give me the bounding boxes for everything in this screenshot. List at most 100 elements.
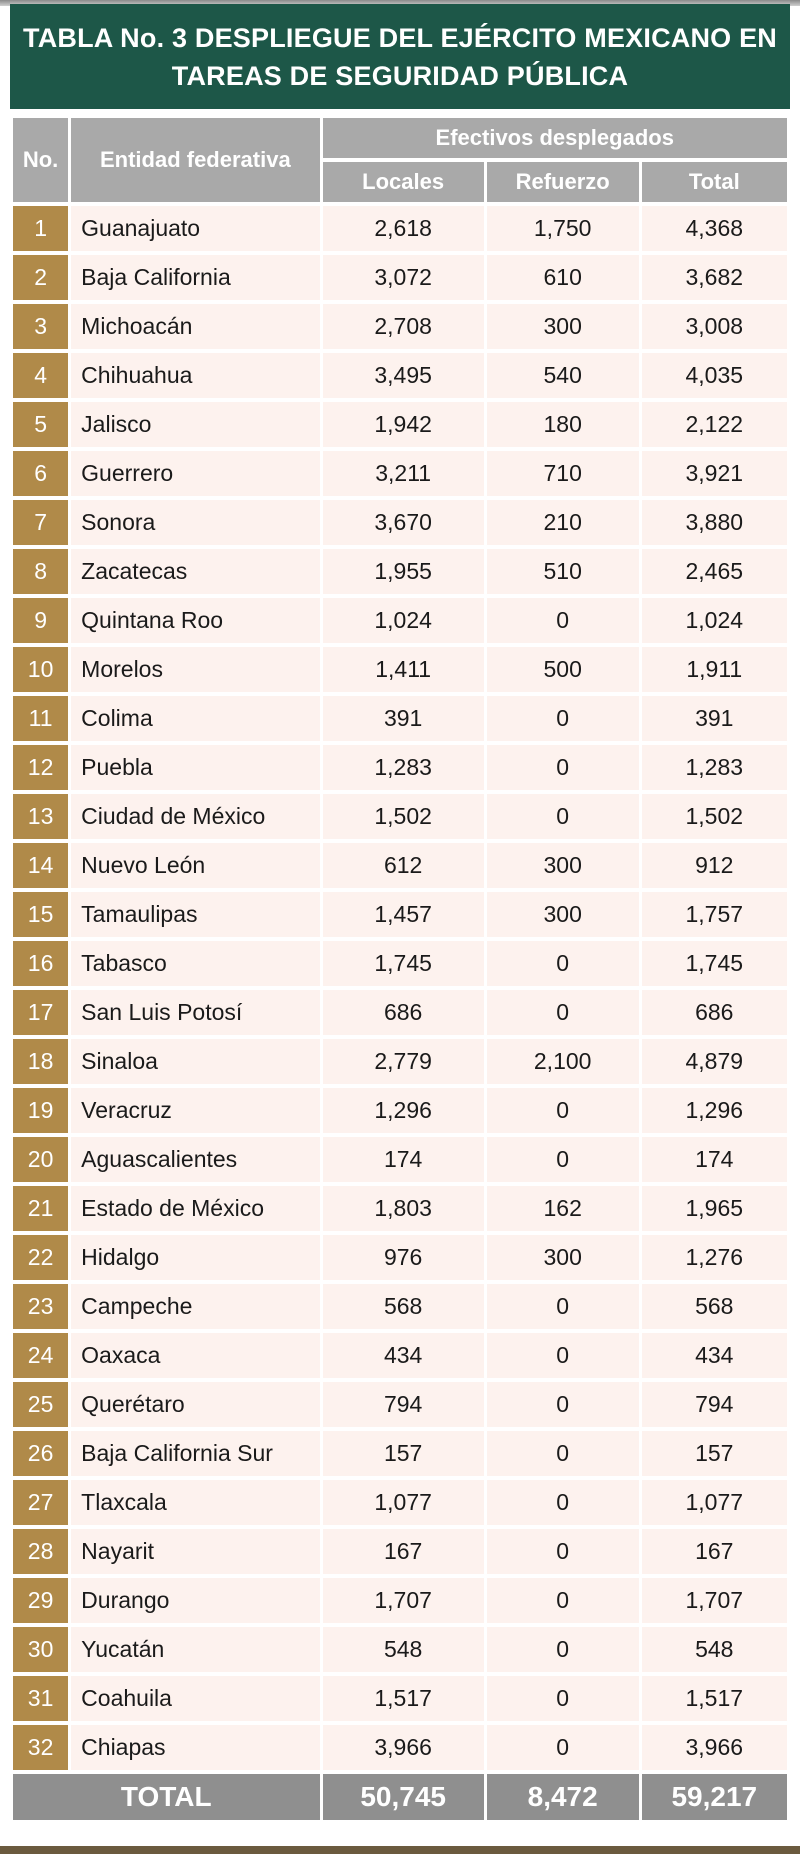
- row-refuerzo: 1,750: [486, 206, 639, 251]
- row-total: 686: [641, 990, 787, 1035]
- row-number: 1: [13, 206, 69, 251]
- table-row: 2 Baja California 3,072 610 3,682: [13, 255, 787, 300]
- row-refuerzo: 0: [486, 794, 639, 839]
- row-total: 1,502: [641, 794, 787, 839]
- row-locales: 568: [322, 1284, 484, 1329]
- row-number: 21: [13, 1186, 69, 1231]
- total-row: TOTAL 50,745 8,472 59,217: [13, 1774, 787, 1820]
- row-locales: 1,502: [322, 794, 484, 839]
- row-refuerzo: 300: [486, 304, 639, 349]
- table-row: 25 Querétaro 794 0 794: [13, 1382, 787, 1427]
- table-row: 23 Campeche 568 0 568: [13, 1284, 787, 1329]
- row-number: 18: [13, 1039, 69, 1084]
- row-total: 1,745: [641, 941, 787, 986]
- row-number: 28: [13, 1529, 69, 1574]
- row-locales: 1,411: [322, 647, 484, 692]
- row-locales: 2,708: [322, 304, 484, 349]
- row-entity: Estado de México: [71, 1186, 320, 1231]
- row-total: 4,368: [641, 206, 787, 251]
- row-locales: 174: [322, 1137, 484, 1182]
- row-number: 13: [13, 794, 69, 839]
- table-row: 5 Jalisco 1,942 180 2,122: [13, 402, 787, 447]
- row-total: 1,965: [641, 1186, 787, 1231]
- row-number: 32: [13, 1725, 69, 1770]
- table-row: 4 Chihuahua 3,495 540 4,035: [13, 353, 787, 398]
- row-refuerzo: 0: [486, 990, 639, 1035]
- row-total: 1,077: [641, 1480, 787, 1525]
- table-title: TABLA No. 3 DESPLIEGUE DEL EJÉRCITO MEXI…: [23, 22, 777, 91]
- row-total: 4,035: [641, 353, 787, 398]
- row-refuerzo: 0: [486, 1480, 639, 1525]
- row-refuerzo: 0: [486, 696, 639, 741]
- table-row: 10 Morelos 1,411 500 1,911: [13, 647, 787, 692]
- row-locales: 794: [322, 1382, 484, 1427]
- row-refuerzo: 0: [486, 1431, 639, 1476]
- table-row: 6 Guerrero 3,211 710 3,921: [13, 451, 787, 496]
- table-row: 19 Veracruz 1,296 0 1,296: [13, 1088, 787, 1133]
- row-locales: 1,745: [322, 941, 484, 986]
- row-refuerzo: 540: [486, 353, 639, 398]
- table-row: 7 Sonora 3,670 210 3,880: [13, 500, 787, 545]
- row-total: 548: [641, 1627, 787, 1672]
- row-total: 434: [641, 1333, 787, 1378]
- row-total: 1,757: [641, 892, 787, 937]
- header-total: Total: [641, 162, 787, 202]
- table-row: 12 Puebla 1,283 0 1,283: [13, 745, 787, 790]
- row-locales: 1,942: [322, 402, 484, 447]
- row-locales: 3,966: [322, 1725, 484, 1770]
- row-total: 1,707: [641, 1578, 787, 1623]
- row-total: 167: [641, 1529, 787, 1574]
- row-number: 29: [13, 1578, 69, 1623]
- row-entity: Chiapas: [71, 1725, 320, 1770]
- table-row: 1 Guanajuato 2,618 1,750 4,368: [13, 206, 787, 251]
- row-entity: Baja California Sur: [71, 1431, 320, 1476]
- row-entity: Nuevo León: [71, 843, 320, 888]
- row-locales: 1,457: [322, 892, 484, 937]
- row-entity: Durango: [71, 1578, 320, 1623]
- row-number: 31: [13, 1676, 69, 1721]
- row-number: 14: [13, 843, 69, 888]
- row-entity: Yucatán: [71, 1627, 320, 1672]
- total-locales: 50,745: [322, 1774, 484, 1820]
- row-total: 2,122: [641, 402, 787, 447]
- row-locales: 157: [322, 1431, 484, 1476]
- row-number: 3: [13, 304, 69, 349]
- row-number: 20: [13, 1137, 69, 1182]
- row-locales: 2,779: [322, 1039, 484, 1084]
- row-locales: 1,296: [322, 1088, 484, 1133]
- row-total: 1,517: [641, 1676, 787, 1721]
- row-entity: Veracruz: [71, 1088, 320, 1133]
- row-number: 23: [13, 1284, 69, 1329]
- header-no: No.: [13, 118, 69, 202]
- row-number: 22: [13, 1235, 69, 1280]
- row-locales: 1,077: [322, 1480, 484, 1525]
- table-row: 27 Tlaxcala 1,077 0 1,077: [13, 1480, 787, 1525]
- row-total: 157: [641, 1431, 787, 1476]
- row-refuerzo: 0: [486, 1725, 639, 1770]
- row-locales: 612: [322, 843, 484, 888]
- header-entity: Entidad federativa: [71, 118, 320, 202]
- table-row: 24 Oaxaca 434 0 434: [13, 1333, 787, 1378]
- row-total: 1,024: [641, 598, 787, 643]
- header-efectivos-group: Efectivos desplegados: [322, 118, 787, 158]
- row-entity: San Luis Potosí: [71, 990, 320, 1035]
- table-body: 1 Guanajuato 2,618 1,750 4,368 2 Baja Californ…: [13, 206, 787, 1770]
- header-row-sub: Locales Refuerzo Total: [13, 162, 787, 202]
- row-refuerzo: 0: [486, 598, 639, 643]
- row-entity: Jalisco: [71, 402, 320, 447]
- row-number: 19: [13, 1088, 69, 1133]
- row-total: 3,008: [641, 304, 787, 349]
- row-number: 24: [13, 1333, 69, 1378]
- row-locales: 1,283: [322, 745, 484, 790]
- row-total: 4,879: [641, 1039, 787, 1084]
- table-row: 9 Quintana Roo 1,024 0 1,024: [13, 598, 787, 643]
- table-row: 14 Nuevo León 612 300 912: [13, 843, 787, 888]
- row-entity: Michoacán: [71, 304, 320, 349]
- table-row: 26 Baja California Sur 157 0 157: [13, 1431, 787, 1476]
- row-number: 16: [13, 941, 69, 986]
- row-locales: 1,707: [322, 1578, 484, 1623]
- row-entity: Colima: [71, 696, 320, 741]
- row-refuerzo: 0: [486, 1382, 639, 1427]
- row-refuerzo: 0: [486, 1333, 639, 1378]
- row-refuerzo: 300: [486, 892, 639, 937]
